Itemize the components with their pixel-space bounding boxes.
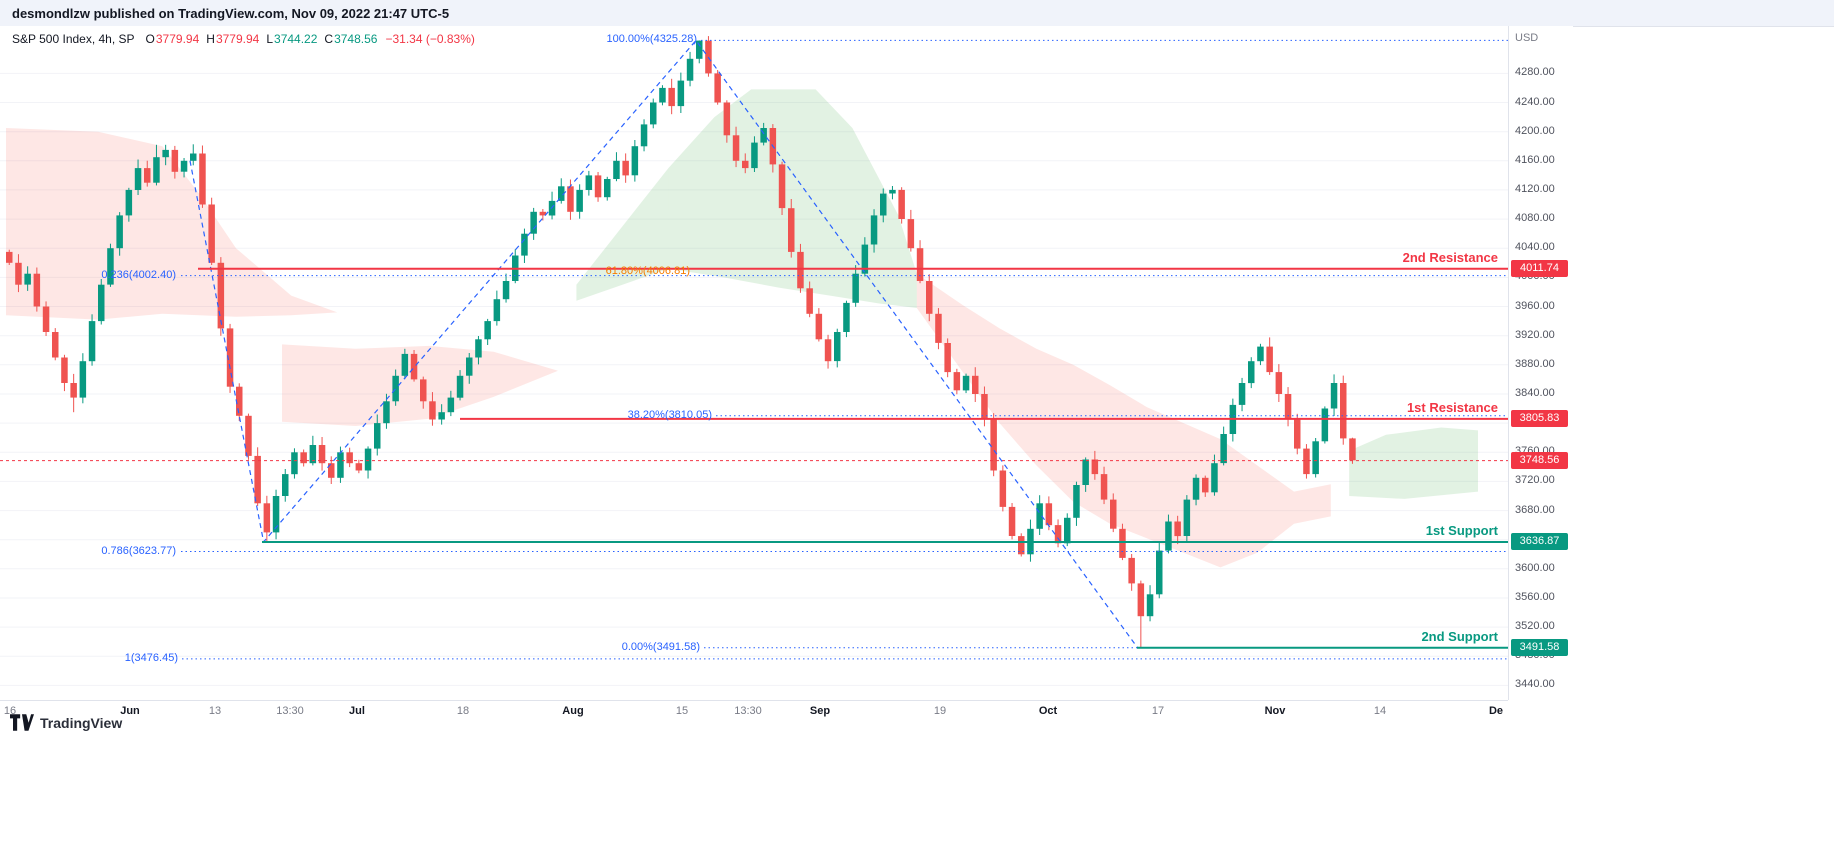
price-tick-label: 3920.00 <box>1515 328 1555 341</box>
time-tick-label: 13:30 <box>276 705 304 717</box>
time-tick-label: Jul <box>349 705 365 717</box>
tradingview-wordmark[interactable]: TradingView <box>40 714 123 731</box>
ohlc-letter: C <box>324 32 334 46</box>
time-tick-label: 13 <box>208 705 222 717</box>
price-tick-label: 3880.00 <box>1515 357 1555 370</box>
price-tick-label: 3960.00 <box>1515 299 1555 312</box>
ohlc-values: O3779.94 H3779.94 L3744.22 C3748.56 <box>139 32 378 46</box>
time-tick-label: De <box>1488 705 1504 717</box>
price-tick-label: 3840.00 <box>1515 386 1555 399</box>
currency-label: USD <box>1515 32 1539 44</box>
time-tick-label: Oct <box>1038 705 1058 717</box>
time-tick-label: 18 <box>456 705 470 717</box>
price-tick-label: 3560.00 <box>1515 590 1555 603</box>
time-tick-label: Nov <box>1264 705 1286 717</box>
time-tick-label: 16 <box>3 705 17 717</box>
publish-info-text: desmondlzw published on TradingView.com,… <box>12 5 450 21</box>
price-tick-label: 4120.00 <box>1515 182 1555 195</box>
price-tick-label: 4040.00 <box>1515 241 1555 254</box>
price-tick-label: 4240.00 <box>1515 95 1555 108</box>
ohlc-letter: H <box>206 32 215 46</box>
time-tick-label: Aug <box>562 705 584 717</box>
price-axis[interactable]: USD 4280.00 4240.00 4200.00 4160.00 4120.00 4… <box>1508 26 1573 700</box>
price-tick-label: 3520.00 <box>1515 620 1555 633</box>
time-tick-label: 14 <box>1373 705 1387 717</box>
2nd-resistance-price-badge: 4011.74 <box>1511 260 1568 278</box>
ohlc-value: 3779.94 <box>155 32 200 46</box>
time-tick-label: 19 <box>933 705 947 717</box>
price-tick-label: 4280.00 <box>1515 66 1555 79</box>
candlestick-chart-canvas[interactable] <box>0 26 1508 700</box>
ohlc-letter: L <box>266 32 274 46</box>
time-tick-label: Sep <box>809 705 831 717</box>
ohlc-letter: O <box>145 32 155 46</box>
brand-bar: TradingView <box>10 714 122 731</box>
symbol-legend: S&P 500 Index, 4h, SP O3779.94 H3779.94 L3… <box>12 32 475 46</box>
symbol-title: S&P 500 Index, 4h, SP <box>12 32 135 46</box>
ichimoku-cloud-layer <box>6 89 1478 568</box>
time-tick-label: Jun <box>120 705 140 717</box>
price-tick-label: 3600.00 <box>1515 561 1555 574</box>
time-axis[interactable]: 16 Jun 13 13:30 Jul 18 Aug 15 13:30 Sep 19 Oct 17 Nov… <box>0 700 1508 723</box>
publish-info-bar: desmondlzw published on TradingView.com,… <box>0 0 1834 27</box>
1st-support-price-badge: 3636.87 <box>1511 533 1568 551</box>
price-tick-label: 3680.00 <box>1515 503 1555 516</box>
price-tick-label: 4160.00 <box>1515 153 1555 166</box>
grid-layer <box>0 72 1508 686</box>
last-price-badge: 3748.56 <box>1511 452 1568 470</box>
price-tick-label: 3440.00 <box>1515 678 1555 691</box>
price-tick-label: 3720.00 <box>1515 474 1555 487</box>
bar-change-value: −31.34 (−0.83%) <box>385 32 475 46</box>
ohlc-value: 3779.94 <box>215 32 260 46</box>
price-tick-label: 4200.00 <box>1515 124 1555 137</box>
chart-plot-area[interactable]: S&P 500 Index, 4h, SP O3779.94 H3779.94 L3… <box>0 26 1508 700</box>
time-tick-label: 15 <box>675 705 689 717</box>
fib-trend-line-layer <box>189 39 1139 649</box>
fib-level-lines-layer <box>181 39 1508 660</box>
time-tick-label: 13:30 <box>734 705 762 717</box>
time-tick-label: 17 <box>1151 705 1165 717</box>
candles-layer <box>6 36 1356 648</box>
ohlc-value: 3748.56 <box>334 32 378 46</box>
2nd-support-price-badge: 3491.58 <box>1511 639 1568 657</box>
ohlc-value: 3744.22 <box>274 32 318 46</box>
price-tick-label: 4080.00 <box>1515 212 1555 225</box>
tradingview-logo-icon[interactable] <box>10 714 34 731</box>
support-resistance-layer <box>198 267 1508 649</box>
1st-resistance-price-badge: 3805.83 <box>1511 410 1568 428</box>
